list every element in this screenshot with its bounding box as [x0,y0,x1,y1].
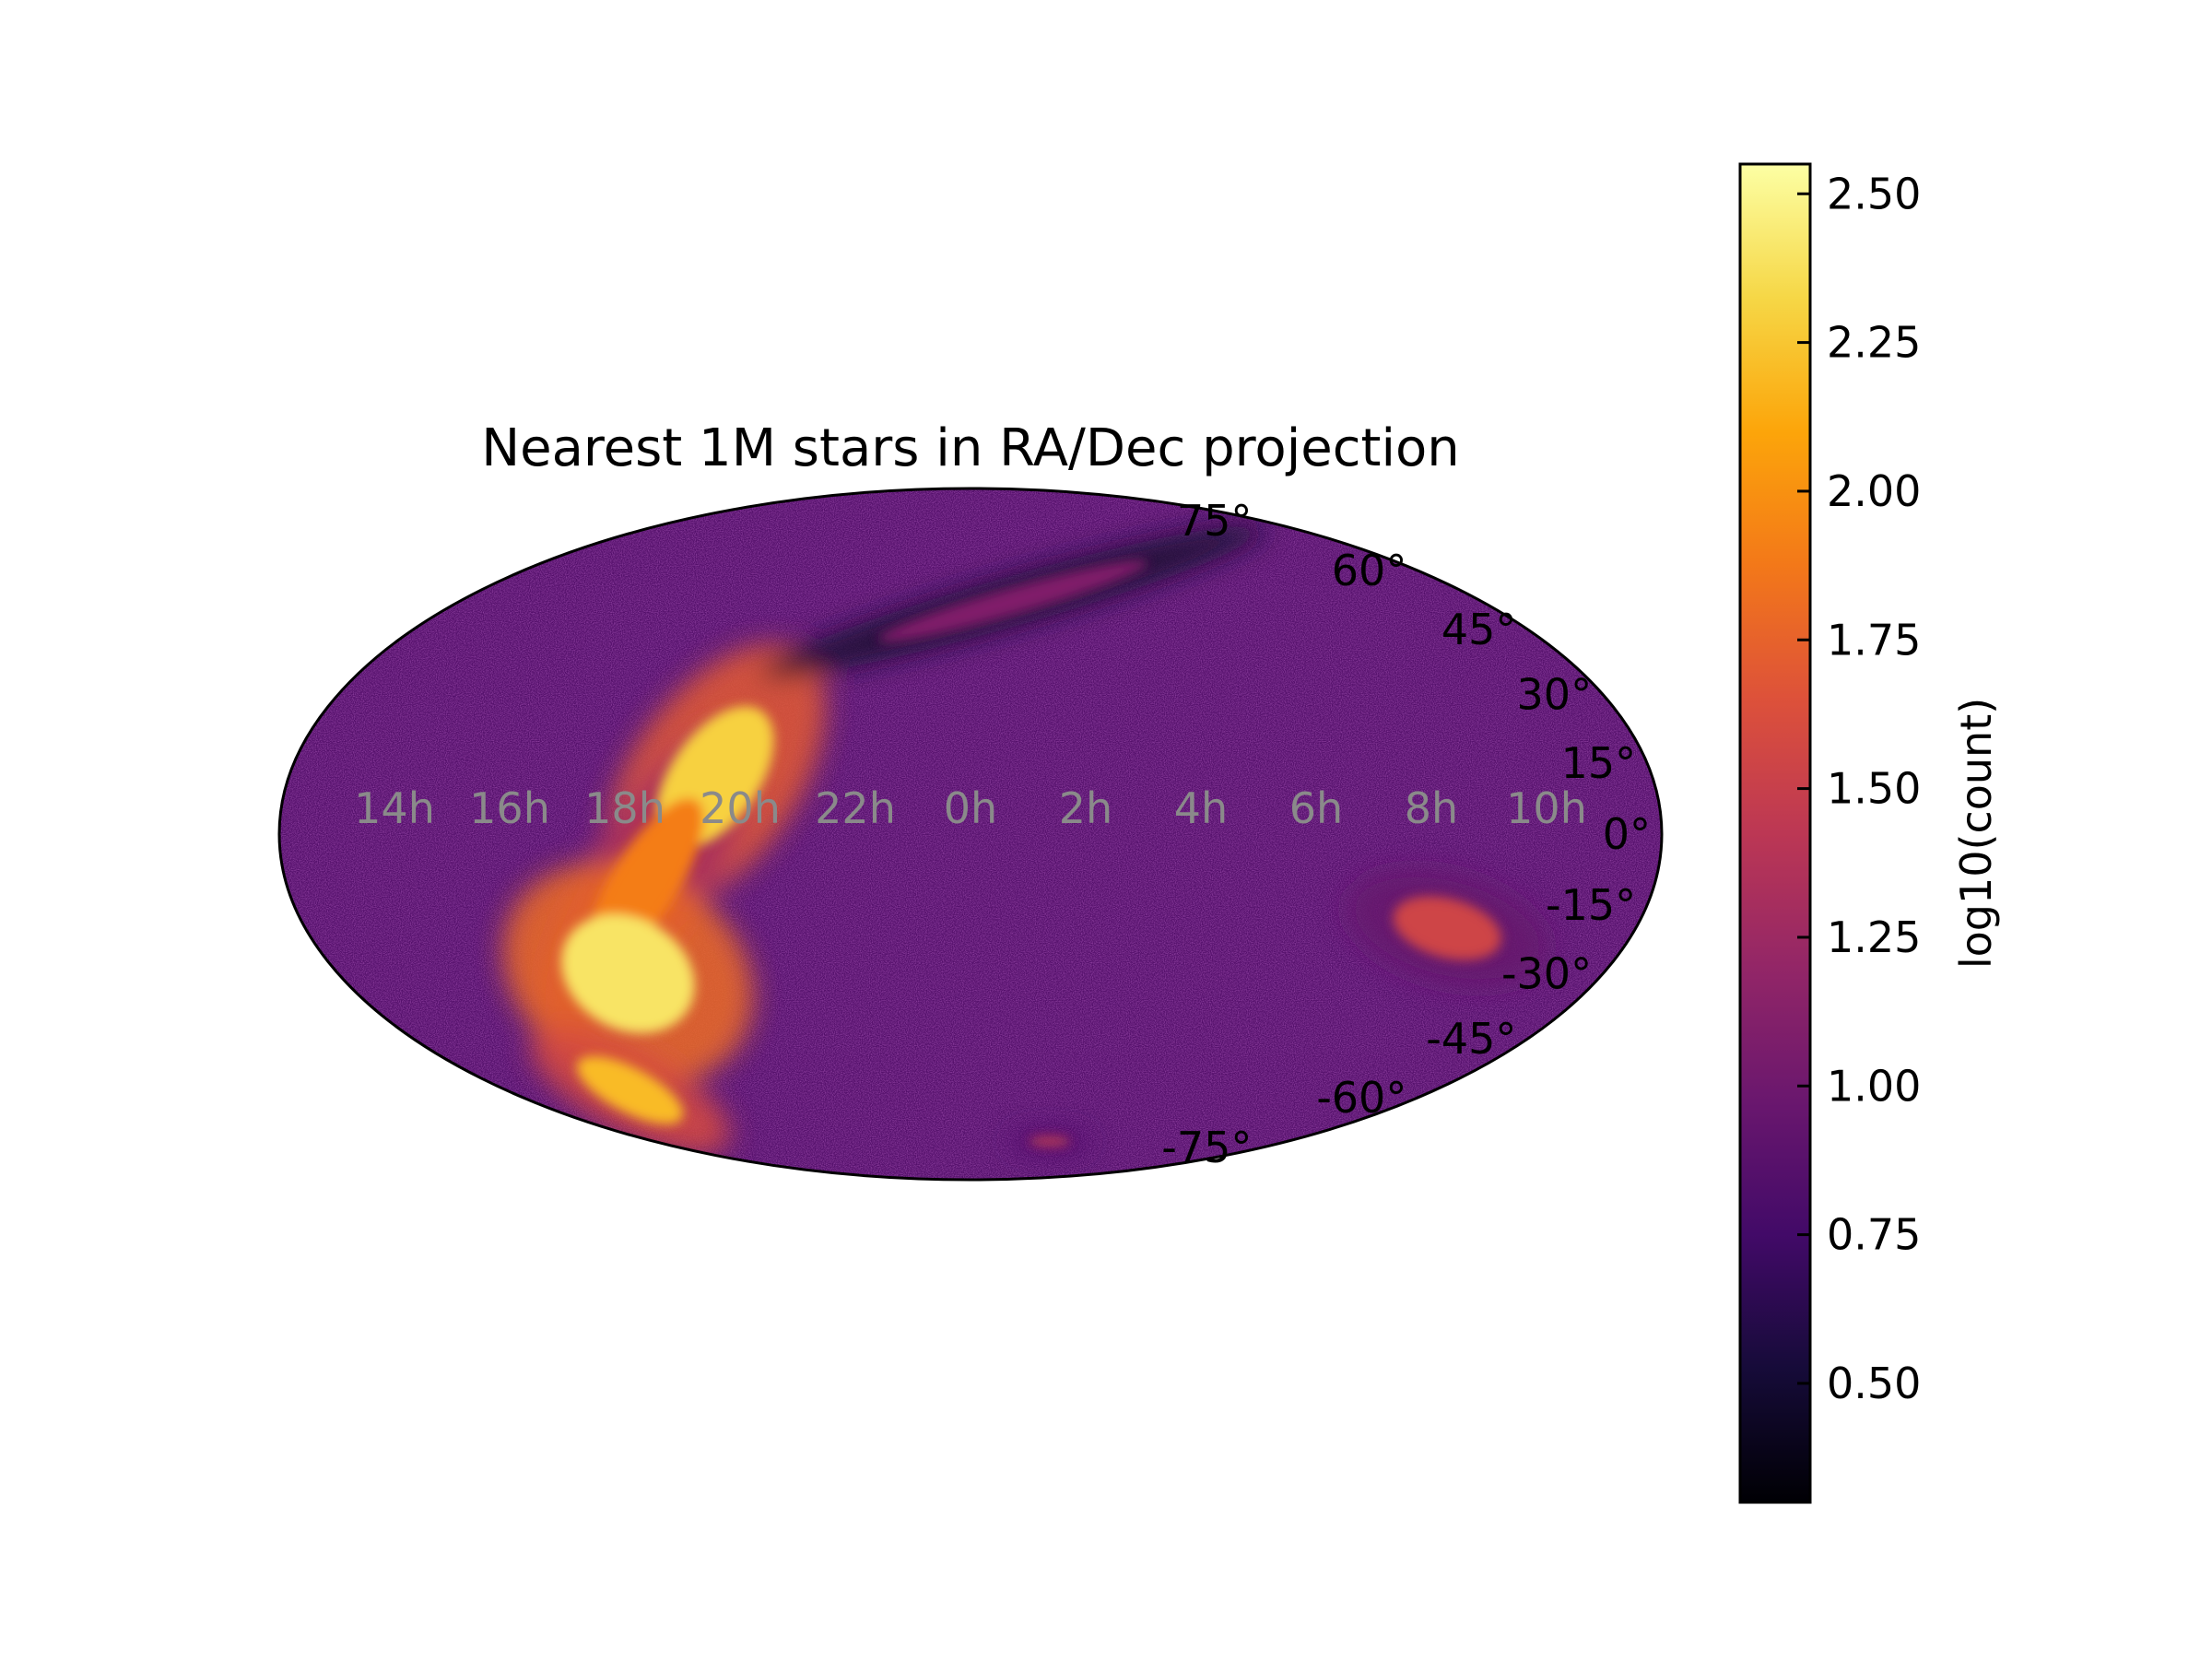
ra-tick-label: 4h [1174,783,1228,833]
dec-tick-label: -45° [1426,1014,1516,1064]
dec-tick-label: -60° [1316,1073,1406,1123]
dec-tick-label: -30° [1501,948,1592,998]
sky-map [279,488,1662,1180]
ra-tick-labels: 14h 16h 18h 20h 22h 0h 2h 4h 6h 8h 10h [354,783,1587,833]
dec-tick-label: 75° [1177,496,1253,546]
colorbar-gradient [1740,164,1810,1502]
feature-core-southern-spot [1029,1135,1071,1147]
dec-tick-label: 15° [1561,738,1637,788]
feature-core-galactic-bulge [561,914,695,1033]
ra-tick-label: 2h [1059,783,1112,833]
ra-tick-label: 22h [815,783,896,833]
colorbar-tick-label: 2.25 [1827,318,1921,368]
dec-tick-label: -75° [1161,1123,1252,1172]
ra-tick-label: 16h [469,783,550,833]
ra-tick-label: 8h [1405,783,1458,833]
dec-tick-label: 30° [1517,670,1593,720]
feature-core-scan-patch [1393,896,1501,960]
colorbar-tick-label: 1.25 [1827,912,1921,962]
colorbar: 0.50 0.75 1.00 1.25 1.50 1.75 2.00 2.25 2.50 log… [1738,162,2001,1504]
ra-tick-label: 18h [584,783,665,833]
colorbar-tick-label: 0.50 [1827,1359,1921,1408]
colorbar-frame [1738,162,1812,1504]
ra-tick-label: 14h [354,783,435,833]
ra-tick-label: 0h [944,783,997,833]
feature-core-galactic-plane-south [577,1056,684,1124]
colorbar-tick-label: 1.75 [1827,615,1921,665]
ra-tick-label: 10h [1506,783,1587,833]
colorbar-tick-label: 2.50 [1827,169,1921,218]
dec-tick-labels: 75° 60° 45°30° 15° 0° -15° -30° -45° -60° -75° [1161,496,1651,1172]
dec-tick-label: 45° [1441,605,1517,654]
colorbar-tick-label: 0.75 [1827,1210,1921,1260]
feature-core-northern-arc [877,560,1148,642]
colorbar-tick-label: 1.50 [1827,764,1921,814]
colorbar-tick-label: 1.00 [1827,1061,1921,1111]
ra-tick-label: 20h [700,783,781,833]
ra-tick-label: 6h [1289,783,1343,833]
chart-title: Nearest 1M stars in RA/Dec projection [481,418,1460,478]
dec-tick-label: 60° [1332,546,1407,595]
colorbar-label: log10(count) [1951,698,2001,969]
dec-tick-label: 0° [1603,809,1651,859]
sky-outline [277,487,1664,1182]
colorbar-tick-label: 2.00 [1827,466,1921,516]
dec-tick-label: -15° [1546,880,1636,930]
